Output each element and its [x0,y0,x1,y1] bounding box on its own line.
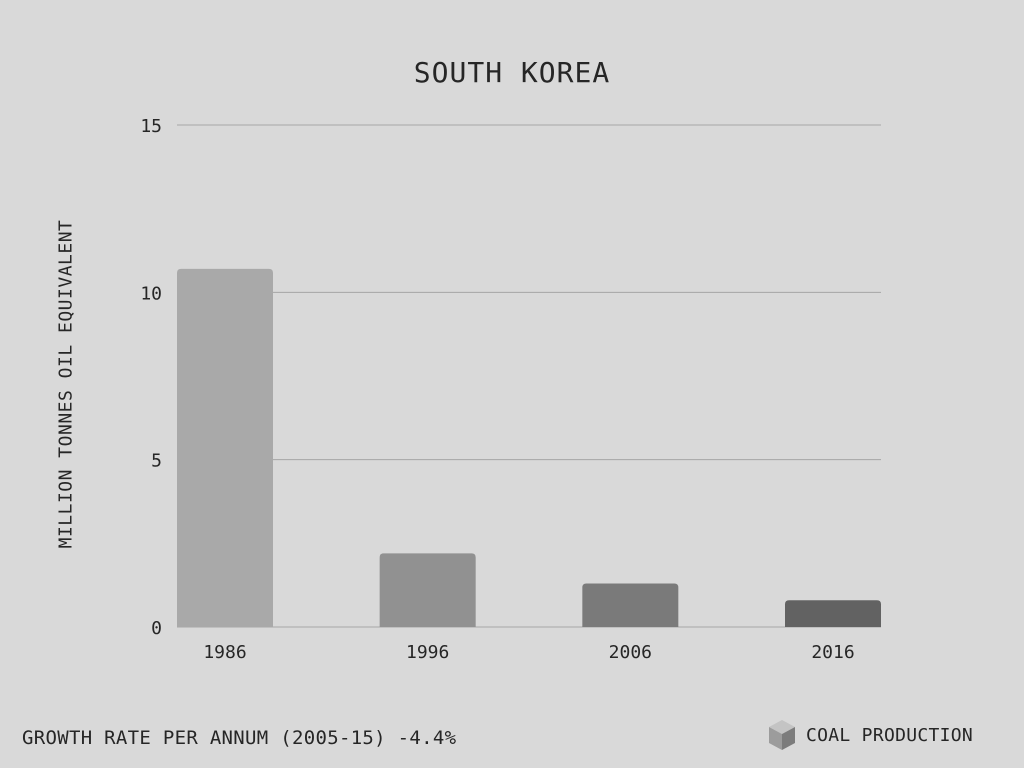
cube-icon [769,720,795,750]
x-tick-label: 1996 [406,642,449,663]
bar [785,600,881,627]
chart-title: SOUTH KOREA [413,56,611,89]
bar [379,553,476,627]
y-tick-label: 0 [151,618,162,639]
y-tick-label: 15 [140,116,162,137]
x-tick-label: 2006 [609,642,652,663]
x-tick-label: 1986 [203,642,246,663]
y-tick-label: 5 [151,451,162,472]
bar [582,583,679,627]
growth-rate-text: GROWTH RATE PER ANNUM (2005-15) -4.4% [22,727,457,749]
legend-label: COAL PRODUCTION [806,724,974,746]
bar [177,268,273,627]
legend: COAL PRODUCTION [768,718,973,752]
x-tick-label: 2016 [811,642,854,663]
y-tick-label: 10 [140,283,162,304]
